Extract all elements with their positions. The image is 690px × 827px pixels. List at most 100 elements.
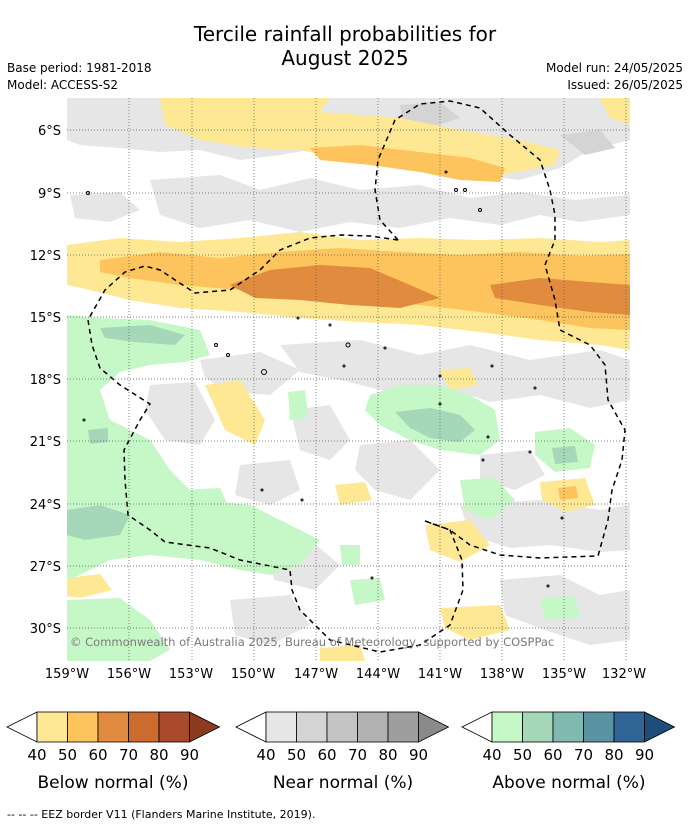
colorbar-swatch — [491, 711, 523, 743]
below-normal-region — [310, 145, 505, 182]
colorbar-title-near: Near normal (%) — [273, 773, 413, 793]
lon-label: 159°W — [45, 667, 89, 682]
above-normal-region — [552, 446, 578, 464]
issued-date: Issued: 26/05/2025 — [567, 78, 683, 92]
lat-labels: 6°S 9°S 12°S 15°S 18°S 21°S 24°S 27°S 30… — [30, 124, 61, 637]
colorbar-title-below: Below normal (%) — [38, 773, 189, 793]
above-normal-region — [350, 578, 385, 605]
colorbar-swatch — [552, 711, 584, 743]
below-normal-region — [440, 368, 478, 390]
model-name: Model: ACCESS-S2 — [7, 78, 119, 92]
colorbar-extend-low — [6, 711, 38, 743]
near-normal-region — [290, 405, 350, 460]
below-normal-region — [230, 265, 440, 308]
colorbar-extend-high — [644, 711, 676, 743]
lon-labels: 159°W 156°W 153°W 150°W 147°W 144°W 141°… — [45, 667, 646, 682]
above-normal-region — [100, 325, 185, 345]
colorbar-below: 40 50 60 70 80 90 — [6, 711, 221, 764]
colorbar-tick: 80 — [378, 746, 397, 764]
below-normal-region — [160, 98, 560, 175]
lon-label: 132°W — [602, 667, 646, 682]
above-normal-region — [460, 478, 515, 520]
lat-label: 24°S — [30, 498, 61, 513]
eez-border-central — [87, 234, 464, 653]
colorbar-tick: 80 — [604, 746, 623, 764]
colorbar-swatch — [326, 711, 358, 743]
model-run: Model run: 24/05/2025 — [545, 61, 683, 75]
below-normal-region — [490, 278, 630, 315]
colorbar-tick: 60 — [317, 746, 336, 764]
meta-left: Base period: 1981-2018 Model: ACCESS-S2 — [7, 60, 152, 94]
colorbar-tick: 50 — [58, 746, 77, 764]
above-normal-region — [180, 488, 230, 515]
lat-label: 18°S — [30, 373, 61, 388]
near-normal-region — [560, 130, 615, 155]
colorbar-tick: 60 — [88, 746, 107, 764]
below-normal-region — [67, 574, 112, 598]
lon-label: 153°W — [169, 667, 213, 682]
colorbar-tick: 40 — [482, 746, 501, 764]
lon-label: 147°W — [294, 667, 338, 682]
copyright-notice: © Commonwealth of Australia 2025, Bureau… — [70, 635, 554, 649]
lat-label: 21°S — [30, 435, 61, 450]
near-normal-region — [145, 382, 215, 445]
lon-label: 156°W — [107, 667, 151, 682]
lat-label: 15°S — [30, 311, 61, 326]
lat-label: 30°S — [30, 622, 61, 637]
near-normal-region — [70, 192, 140, 222]
colorbar-above: 40 50 60 70 80 90 — [461, 711, 676, 764]
colorbars: 40 50 60 70 80 90 40 50 60 70 80 90 40 50 60 70 80 90 — [6, 711, 676, 764]
lon-label: 135°W — [542, 667, 586, 682]
above-normal-region — [395, 408, 475, 442]
colorbar-swatch — [128, 711, 160, 743]
map-field — [67, 98, 630, 661]
colorbar-extend-low — [235, 711, 267, 743]
colorbar-swatch — [296, 711, 328, 743]
above-normal-region — [67, 505, 130, 540]
meta-right: Model run: 24/05/2025 Issued: 26/05/2025 — [546, 60, 683, 94]
colorbar-tick: 90 — [180, 746, 199, 764]
base-period: Base period: 1981-2018 — [7, 61, 152, 75]
lon-label: 141°W — [418, 667, 462, 682]
lon-label: 150°W — [231, 667, 275, 682]
colorbar-swatch — [67, 711, 99, 743]
above-normal-region — [67, 598, 170, 661]
below-normal-region — [558, 486, 578, 500]
colorbar-swatch — [158, 711, 190, 743]
below-normal-region — [320, 645, 365, 661]
colorbar-swatch — [36, 711, 68, 743]
colorbar-swatch — [357, 711, 389, 743]
below-normal-region — [335, 482, 372, 505]
near-normal-region — [235, 460, 300, 505]
near-normal-region — [460, 500, 630, 552]
below-normal-region — [205, 380, 265, 445]
colorbar-tick: 80 — [149, 746, 168, 764]
colorbar-tick: 70 — [119, 746, 138, 764]
above-normal-region — [288, 390, 308, 420]
colorbar-titles: Below normal (%) Near normal (%) Above n… — [38, 773, 646, 793]
lat-label: 9°S — [38, 187, 61, 202]
colorbar-tick: 90 — [635, 746, 654, 764]
eez-legend-footer: -- -- -- EEZ border V11 (Flanders Marine… — [7, 808, 316, 821]
above-normal-region — [67, 315, 320, 580]
colorbar-tick: 70 — [574, 746, 593, 764]
above-normal-region — [230, 540, 275, 565]
colorbar-tick: 50 — [513, 746, 532, 764]
gridlines — [67, 98, 630, 661]
lat-label: 6°S — [38, 124, 61, 139]
above-normal-region — [340, 545, 360, 565]
colorbar-swatch — [97, 711, 129, 743]
title-line-1: Tercile rainfall probabilities for — [193, 22, 497, 46]
colorbar-swatch — [522, 711, 554, 743]
below-normal-region — [425, 520, 490, 562]
below-normal-region — [600, 98, 630, 125]
colorbar-tick: 70 — [348, 746, 367, 764]
colorbar-tick: 40 — [256, 746, 275, 764]
above-normal-region — [88, 428, 108, 444]
lon-label: 138°W — [480, 667, 524, 682]
colorbar-extend-low — [461, 711, 493, 743]
map-title: Tercile rainfall probabilities for Augus… — [0, 22, 690, 70]
colorbar-swatch — [387, 711, 419, 743]
colorbar-swatch — [265, 711, 297, 743]
